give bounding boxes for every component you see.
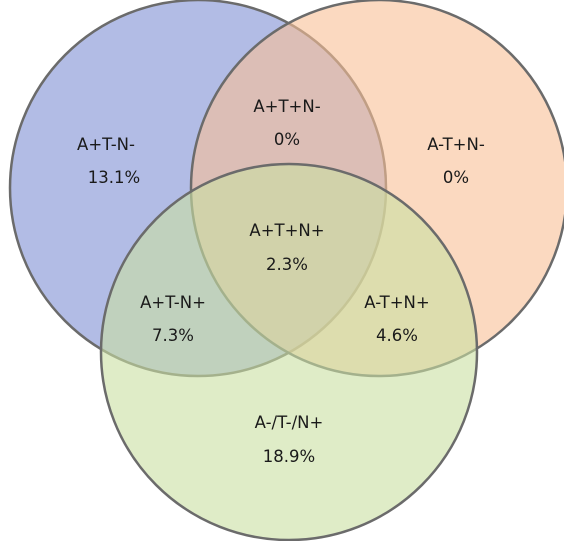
region-center-label: A+T+N+ bbox=[249, 221, 324, 240]
region-center-value: 2.3% bbox=[266, 255, 308, 274]
region-an-value: 7.3% bbox=[152, 326, 194, 345]
region-at-label: A+T+N- bbox=[253, 97, 320, 116]
circle-n bbox=[99, 162, 479, 541]
region-tn-label: A-T+N+ bbox=[364, 293, 429, 312]
region-n-only-value: 18.9% bbox=[263, 447, 315, 466]
region-t-only-label: A-T+N- bbox=[427, 135, 485, 154]
region-a-only-label: A+T-N- bbox=[77, 135, 135, 154]
region-a-only-value: 13.1% bbox=[88, 168, 140, 187]
region-at-value: 0% bbox=[274, 130, 300, 149]
region-tn-value: 4.6% bbox=[376, 326, 418, 345]
region-an-label: A+T-N+ bbox=[140, 293, 206, 312]
region-t-only-value: 0% bbox=[443, 168, 469, 187]
region-n-only-label: A-/T-/N+ bbox=[255, 413, 324, 432]
